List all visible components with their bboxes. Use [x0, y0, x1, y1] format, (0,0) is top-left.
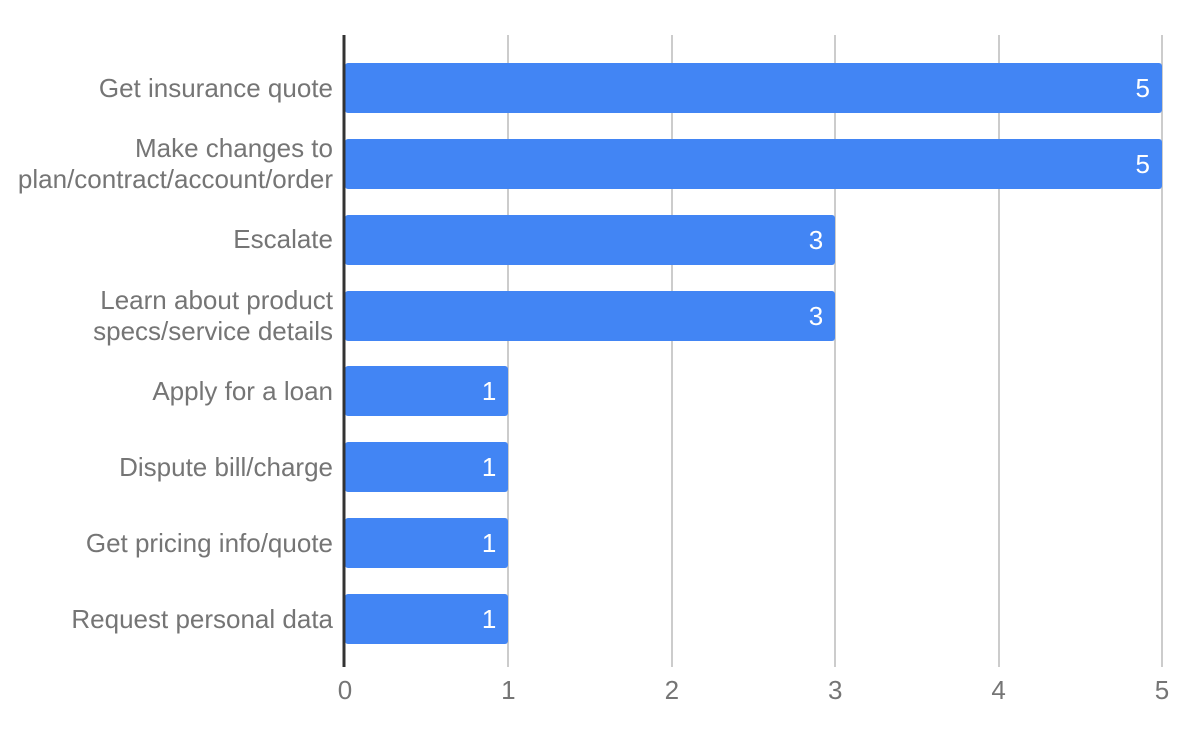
bar-value-label: 1 — [481, 452, 497, 483]
category-label: Dispute bill/charge — [119, 451, 333, 482]
x-tick-label: 5 — [1154, 675, 1170, 705]
bar-6[interactable]: 1 — [345, 442, 509, 493]
bar-7[interactable]: 1 — [345, 518, 509, 569]
category-label: Request personal data — [71, 603, 333, 634]
category-label: Learn about product specs/service detail… — [93, 284, 333, 346]
category-labels: Get insurance quote Make changes to plan/… — [0, 35, 333, 660]
gridline — [1161, 35, 1163, 667]
bar-value-label: 3 — [808, 224, 824, 255]
gridline — [507, 35, 510, 667]
bar-3[interactable]: 3 — [345, 214, 836, 265]
bar-value-label: 1 — [481, 376, 497, 407]
bar-8[interactable]: 1 — [345, 594, 509, 645]
bar-value-label: 5 — [1135, 148, 1150, 179]
x-tick-label: 0 — [337, 675, 353, 705]
x-axis-ticks: 0 1 2 3 4 5 — [0, 674, 1200, 706]
bar-2[interactable]: 5 — [345, 138, 1162, 189]
bar-value-label: 1 — [481, 604, 497, 635]
x-tick-label: 1 — [501, 675, 516, 705]
x-tick-label: 4 — [991, 675, 1006, 705]
bar-value-label: 3 — [808, 300, 824, 331]
category-label: Apply for a loan — [152, 375, 333, 406]
category-label: Get insurance quote — [98, 72, 333, 103]
bar-value-label: 1 — [481, 528, 497, 559]
bar-value-label: 5 — [1135, 73, 1150, 103]
bar-1[interactable]: 5 — [345, 63, 1162, 113]
bar-4[interactable]: 3 — [345, 290, 836, 341]
bar-5[interactable]: 1 — [345, 366, 509, 417]
x-tick-label: 3 — [827, 675, 843, 705]
y-axis-baseline — [342, 35, 346, 667]
category-label: Get pricing info/quote — [85, 527, 333, 558]
category-label: Escalate — [233, 224, 333, 255]
gridline — [834, 35, 837, 667]
x-tick-label: 2 — [664, 675, 680, 705]
gridline — [670, 35, 673, 667]
category-label: Make changes to plan/contract/account/or… — [17, 132, 333, 194]
plot-area: 5 5 3 3 1 1 1 1 — [342, 35, 1163, 667]
gridline — [997, 35, 1000, 667]
